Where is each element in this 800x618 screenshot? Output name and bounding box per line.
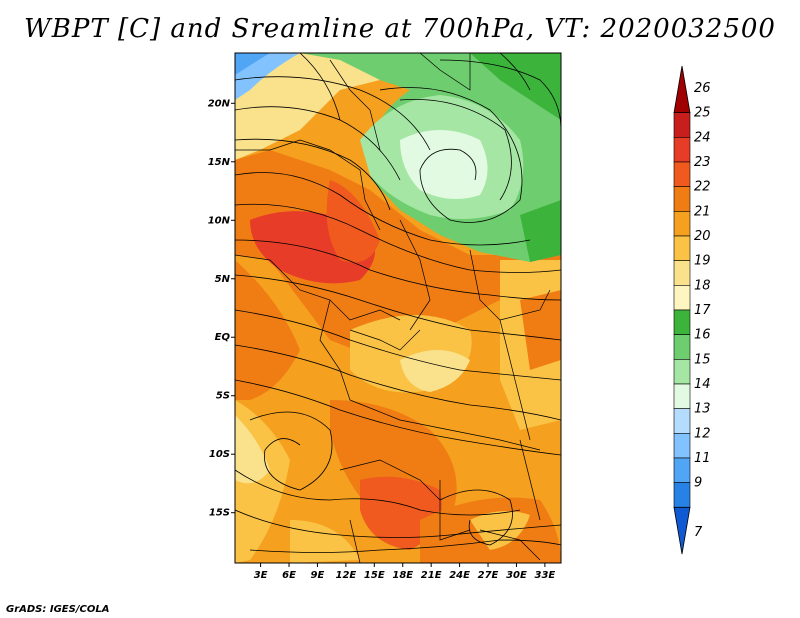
colorbar-label: 23 [694,155,711,170]
lat-label: 10S [209,449,230,460]
map-frame [234,52,562,564]
colorbar: 26 25 24 23 22 21 20 19 18 17 16 15 14 13 12 11 9 7 [673,65,711,555]
lon-label: 27E [478,570,499,581]
lat-label: 5S [216,391,230,402]
colorbar-label: 18 [694,278,711,293]
colorbar-swatch [673,408,691,434]
colorbar-swatch [673,186,691,212]
latitude-axis: 20N 15N 10N 5N EQ 5S 10S 15S [208,98,235,519]
colorbar-label: 25 [694,106,711,121]
lon-label: 18E [392,570,413,581]
colorbar-swatch [673,112,691,138]
grads-credit: GrADS: IGES/COLA [6,604,110,615]
colorbar-label: 16 [694,328,711,343]
lat-label: 5N [215,274,231,285]
colorbar-label: 7 [694,525,703,540]
lat-label: 20N [208,98,231,109]
colorbar-label: 17 [694,303,711,318]
colorbar-label: 14 [694,377,711,392]
colorbar-label: 12 [694,426,711,441]
colorbar-swatch [673,309,691,335]
colorbar-label: 9 [694,476,702,491]
colorbar-label: 20 [694,229,711,244]
lon-label: 9E [311,570,325,581]
lon-label: 30E [506,570,527,581]
lat-label: 15N [208,157,231,168]
lat-label: 15S [209,508,230,519]
colorbar-swatch [673,334,691,360]
colorbar-swatch [673,260,691,286]
colorbar-swatch [673,482,691,508]
colorbar-label: 22 [694,180,711,195]
lat-label: 10N [208,215,231,226]
colorbar-swatch [673,285,691,311]
colorbar-swatch [673,235,691,261]
colorbar-swatch [673,359,691,385]
streamlines [235,53,561,553]
colorbar-bottom-arrow [673,506,691,555]
lon-label: 12E [336,570,357,581]
wbpt-field [235,53,561,563]
colorbar-swatch [673,161,691,187]
lon-label: 21E [421,570,442,581]
lon-label: 33E [535,570,556,581]
colorbar-label: 13 [694,402,711,417]
colorbar-label: 24 [694,130,711,145]
political-boundaries [235,53,551,563]
colorbar-label: 21 [694,204,711,219]
colorbar-swatch [673,433,691,459]
longitude-axis: 3E 6E 9E 12E 15E 18E 21E 24E 27E 30E 33E [254,563,556,581]
colorbar-label: 19 [694,254,711,269]
lon-label: 3E [254,570,268,581]
colorbar-swatch [673,137,691,163]
colorbar-swatch [673,457,691,483]
colorbar-label: 15 [694,352,711,367]
colorbar-swatch [673,211,691,237]
chart-title: WBPT [C] and Sreamline at 700hPa, VT: 20… [24,14,776,44]
colorbar-label: 11 [694,451,711,466]
colorbar-swatch [673,383,691,409]
colorbar-top-arrow [673,65,691,114]
lat-label: EQ [215,332,231,343]
lon-label: 6E [282,570,296,581]
colorbar-label: 26 [694,81,711,96]
lon-label: 24E [449,570,470,581]
lon-label: 15E [364,570,385,581]
